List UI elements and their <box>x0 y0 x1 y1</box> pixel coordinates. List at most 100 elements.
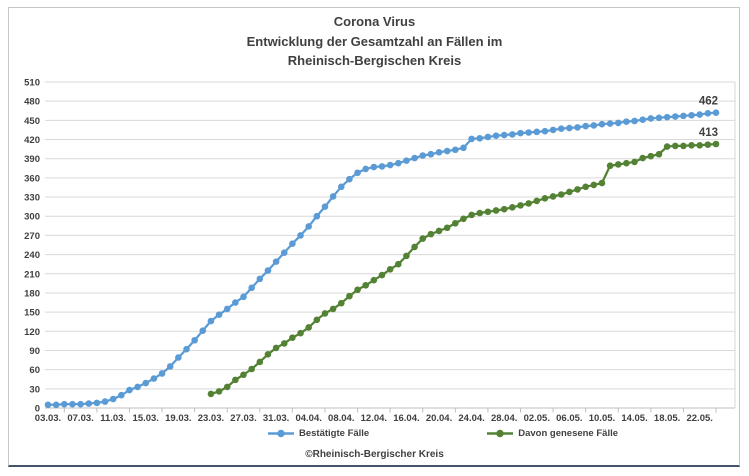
y-axis-tick-label: 270 <box>24 231 40 242</box>
data-point-marker <box>582 183 589 191</box>
data-point-marker <box>533 128 541 136</box>
data-point-marker <box>297 329 304 337</box>
data-point-marker <box>427 230 435 238</box>
data-point-marker <box>370 163 378 171</box>
data-point-marker <box>109 395 117 403</box>
data-point-marker <box>346 175 353 183</box>
data-point-marker <box>671 142 679 150</box>
data-point-marker <box>354 286 361 294</box>
data-point-marker <box>509 203 516 211</box>
data-point-marker <box>639 154 646 162</box>
data-point-marker <box>232 299 239 306</box>
data-point-marker <box>142 379 150 387</box>
x-axis-tick-label: 12.04. <box>361 413 387 424</box>
data-point-marker <box>321 310 329 317</box>
data-point-marker <box>362 281 370 289</box>
data-point-marker <box>557 125 565 132</box>
data-point-marker <box>419 235 427 242</box>
data-point-marker <box>411 154 418 162</box>
data-point-marker <box>166 363 174 370</box>
data-point-marker <box>517 202 524 209</box>
data-point-marker <box>280 249 288 256</box>
data-point-marker <box>574 124 581 131</box>
data-point-marker <box>280 340 288 347</box>
data-point-marker <box>85 400 93 407</box>
data-point-marker <box>378 163 386 170</box>
series-line-recovered <box>210 142 717 396</box>
data-point-marker <box>525 129 532 136</box>
data-point-marker <box>297 232 304 239</box>
data-point-marker <box>215 388 223 395</box>
y-axis-tick-label: 30 <box>29 384 40 395</box>
data-point-marker <box>517 129 524 137</box>
data-point-marker <box>419 152 427 159</box>
data-point-marker <box>631 117 638 125</box>
legend-label-confirmed: Bestätigte Fälle <box>299 428 370 439</box>
data-point-marker <box>590 181 598 189</box>
data-point-marker <box>191 336 198 344</box>
data-point-marker <box>623 118 630 125</box>
x-axis-tick-label: 23.03. <box>198 413 224 424</box>
data-point-marker <box>207 390 215 398</box>
data-point-marker <box>655 114 663 122</box>
data-point-marker <box>696 141 704 149</box>
data-point-marker <box>134 383 141 391</box>
data-point-marker <box>329 305 337 313</box>
data-point-marker <box>541 195 549 202</box>
data-point-marker <box>305 324 312 331</box>
data-point-marker <box>712 140 720 148</box>
y-axis-tick-label: 180 <box>24 288 40 299</box>
data-point-marker <box>378 271 386 279</box>
data-point-marker <box>623 159 630 167</box>
data-point-marker <box>321 203 329 210</box>
y-axis-tick-label: 240 <box>24 250 40 261</box>
series-end-value-label: 462 <box>699 96 718 108</box>
data-point-marker <box>346 292 353 300</box>
data-point-marker <box>680 112 687 120</box>
data-point-marker <box>313 316 321 324</box>
data-point-marker <box>566 188 573 196</box>
data-point-marker <box>614 119 622 127</box>
x-axis-tick-label: 14.05. <box>621 413 647 424</box>
data-point-marker <box>557 191 565 198</box>
data-point-marker <box>476 209 484 217</box>
chart-title-line-2: Entwicklung der Gesamtzahl an Fällen im <box>246 33 503 49</box>
y-axis-tick-label: 90 <box>29 346 40 357</box>
copyright-footer: ©Rheinisch-Bergischer Kreis <box>305 449 444 460</box>
data-point-marker <box>484 208 492 216</box>
data-point-marker <box>313 212 321 220</box>
data-point-marker <box>183 345 190 353</box>
data-point-marker <box>655 150 663 158</box>
y-axis-tick-label: 390 <box>24 154 40 165</box>
data-point-marker <box>118 391 125 399</box>
x-axis-tick-label: 15.03. <box>133 413 159 424</box>
data-point-marker <box>500 205 508 213</box>
data-point-marker <box>663 113 671 121</box>
data-point-marker <box>582 122 589 130</box>
data-point-marker <box>337 299 345 307</box>
data-point-marker <box>533 197 541 205</box>
data-point-marker <box>606 120 614 127</box>
data-point-marker <box>386 161 394 169</box>
x-axis-tick-label: 06.05. <box>556 413 582 424</box>
data-point-marker <box>77 400 84 408</box>
data-point-marker <box>696 111 704 118</box>
y-axis-tick-label: 60 <box>29 365 40 376</box>
series-end-value-label: 413 <box>699 127 718 139</box>
chart-title-line-1: Corona Virus <box>333 14 416 29</box>
x-axis-tick-label: 20.04. <box>426 413 452 424</box>
x-axis-tick-label: 16.04. <box>393 413 419 424</box>
data-point-marker <box>175 354 182 361</box>
x-axis-tick-label: 24.04. <box>458 413 484 424</box>
data-point-marker <box>468 211 475 219</box>
data-point-marker <box>394 260 402 268</box>
x-axis-tick-label: 10.05. <box>589 413 615 424</box>
data-point-marker <box>427 150 435 158</box>
data-point-marker <box>598 120 606 128</box>
data-point-marker <box>541 127 549 135</box>
data-point-marker <box>452 219 459 227</box>
data-point-marker <box>370 276 378 284</box>
legend-label-recovered: Davon genesene Fälle <box>518 428 619 439</box>
data-point-marker <box>484 133 492 141</box>
data-point-marker <box>248 284 255 292</box>
